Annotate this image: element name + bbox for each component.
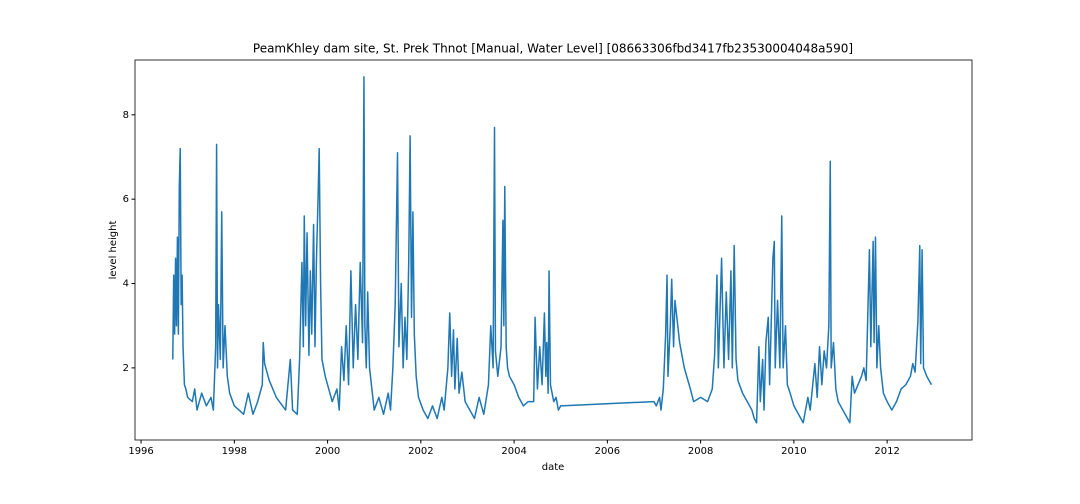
y-tick-label: 4: [123, 279, 129, 290]
chart-title: PeamKhley dam site, St. Prek Thnot [Manu…: [253, 42, 853, 56]
x-tick-label: 2004: [501, 446, 526, 457]
x-tick-label: 1998: [222, 446, 247, 457]
y-tick-label: 2: [123, 363, 129, 374]
plot-frame: [134, 59, 973, 441]
x-tick-label: 2006: [595, 446, 620, 457]
y-tick-label: 8: [123, 110, 129, 121]
y-tick-label: 6: [123, 194, 129, 205]
x-tick-label: 2008: [688, 446, 713, 457]
x-tick-label: 2012: [874, 446, 899, 457]
line: [172, 76, 933, 424]
x-tick-label: 2000: [315, 446, 340, 457]
x-tick-label: 2010: [781, 446, 806, 457]
x-tick-label: 2002: [408, 446, 433, 457]
x-tick-label: 1996: [128, 446, 153, 457]
x-axis-label: date: [542, 462, 565, 473]
y-axis-label: level height: [108, 221, 119, 280]
